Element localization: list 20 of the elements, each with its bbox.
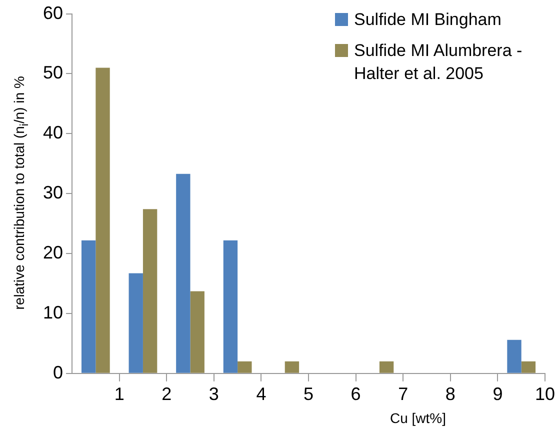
legend-label: Sulfide MI Alumbrera - Halter et al. 2005 — [354, 40, 524, 85]
x-tick-label: 9 — [492, 384, 503, 404]
x-tick-label: 5 — [304, 384, 314, 404]
x-tick-label: 4 — [256, 384, 266, 404]
y-tick-label: 10 — [42, 302, 64, 322]
x-tick-label: 8 — [445, 384, 456, 404]
x-tick-label: 3 — [208, 384, 219, 404]
legend-label: Sulfide MI Bingham — [354, 9, 502, 31]
x-tick-label: 2 — [162, 384, 172, 404]
y-tick-label: 20 — [42, 242, 64, 262]
x-tick-label: 6 — [350, 384, 361, 404]
x-tick-label: 10 — [534, 384, 556, 404]
y-tick-label: 50 — [42, 62, 64, 83]
x-tick-label: 7 — [398, 384, 408, 404]
y-tick-label: 0 — [53, 362, 64, 382]
y-tick-label: 30 — [42, 182, 64, 203]
x-axis-title: Cu [wt%] — [390, 410, 446, 426]
y-tick-label: 40 — [42, 122, 64, 143]
y-tick-label: 60 — [42, 2, 64, 23]
x-tick-label: 1 — [114, 384, 124, 404]
